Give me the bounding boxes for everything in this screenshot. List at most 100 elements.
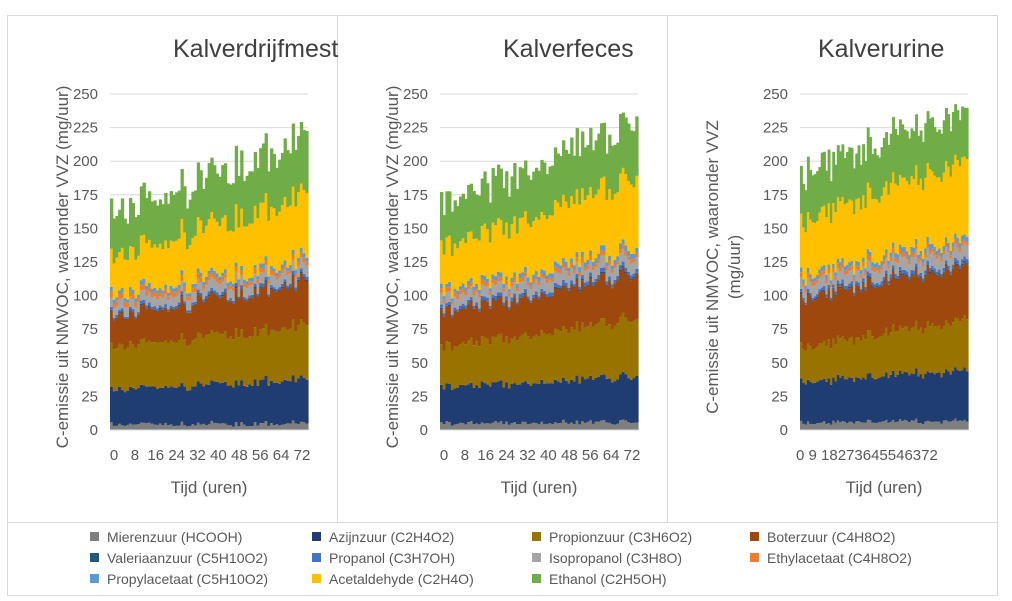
stack-segment [894,331,898,377]
x-tick-label: 72 [294,447,311,464]
stack-segment [940,182,944,253]
stack-segment [850,200,854,261]
stack-segment [264,421,268,430]
stack-segment [161,309,165,311]
stack-segment [800,342,803,379]
stack-segment [823,269,826,275]
stack-segment [834,294,838,296]
stack-segment [901,328,905,374]
stack-segment [924,257,928,271]
stack-segment [954,257,958,263]
stack-segment [591,281,596,286]
stack-segment [627,123,631,182]
stack-segment [562,284,566,286]
stack-segment [521,281,525,293]
stack-segment [524,272,528,277]
stack-segment [827,288,831,290]
stack-segment [115,317,119,349]
stack-segment [278,273,282,278]
stack-segment [502,305,506,343]
stack-segment [869,330,872,374]
stack-segment [944,247,948,261]
stack-segment [499,219,503,273]
y-axis-label: C-emissie uit NMVOC, waaronder VVZ (mg/uu… [703,120,744,414]
stack-segment [586,195,590,260]
stack-segment [912,420,916,430]
stack-segment [234,286,239,289]
stack-segment [299,375,304,422]
stack-segment [924,253,928,258]
stack-segment [901,177,905,248]
stack-segment [232,303,236,304]
stack-segment [305,279,309,282]
stack-segment [491,279,495,284]
x-tick-label: 0 [110,447,118,464]
stack-segment [846,285,849,290]
stack-segment [839,422,843,430]
stack-segment [846,269,849,275]
stack-segment [110,198,114,249]
stack-segment [215,423,220,430]
stack-segment [951,371,955,421]
stack-segment [510,224,514,278]
stack-segment [118,386,122,424]
stack-segment [938,256,941,270]
stack-segment [933,273,937,327]
stack-segment [240,265,244,271]
stack-segment [873,148,877,199]
stack-segment [944,260,948,265]
stack-segment [591,270,596,282]
stack-segment [280,205,285,265]
stack-segment [832,272,836,285]
stack-segment [912,247,916,253]
stack-segment [253,286,258,289]
stack-segment [947,248,951,253]
stack-segment [589,322,593,376]
stack-segment [919,250,923,257]
stack-segment [933,255,937,269]
legend-item: Isopropanol (C3H8O) [532,550,682,566]
stack-segment [846,152,849,203]
stack-segment [286,207,290,268]
stack-segment [450,301,455,305]
stack-segment [958,166,962,244]
stack-segment [496,292,501,297]
stack-segment [472,290,476,296]
stack-segment [226,183,230,232]
stack-segment [570,284,574,286]
stack-segment [624,117,628,175]
stack-segment [802,227,806,280]
stack-segment [188,390,192,427]
stack-segment [496,296,501,298]
stack-segment [153,306,157,310]
stack-segment [597,259,601,263]
stack-segment [283,265,287,269]
stack-segment [855,281,859,285]
stack-segment [456,299,460,310]
legend-swatch [312,553,321,562]
stack-segment [908,138,912,185]
stack-segment [958,371,962,421]
stack-segment [264,375,268,421]
stack-segment [896,331,900,375]
stack-segment [583,422,588,430]
stack-segment [578,156,582,205]
stack-segment [933,268,937,273]
stack-segment [156,298,160,309]
stack-segment [491,297,495,299]
stack-segment [632,320,636,379]
stack-segment [210,380,214,421]
stack-segment [234,271,239,283]
stack-segment [253,268,258,274]
stack-segment [515,340,520,385]
stack-segment [931,269,935,271]
stack-segment [852,344,856,383]
stack-segment [924,123,928,178]
stack-segment [632,187,636,254]
stack-segment [294,269,298,274]
stack-segment [846,423,849,430]
stack-segment [857,286,861,338]
stack-segment [161,342,165,388]
stack-segment [450,314,455,318]
stack-segment [153,386,157,425]
